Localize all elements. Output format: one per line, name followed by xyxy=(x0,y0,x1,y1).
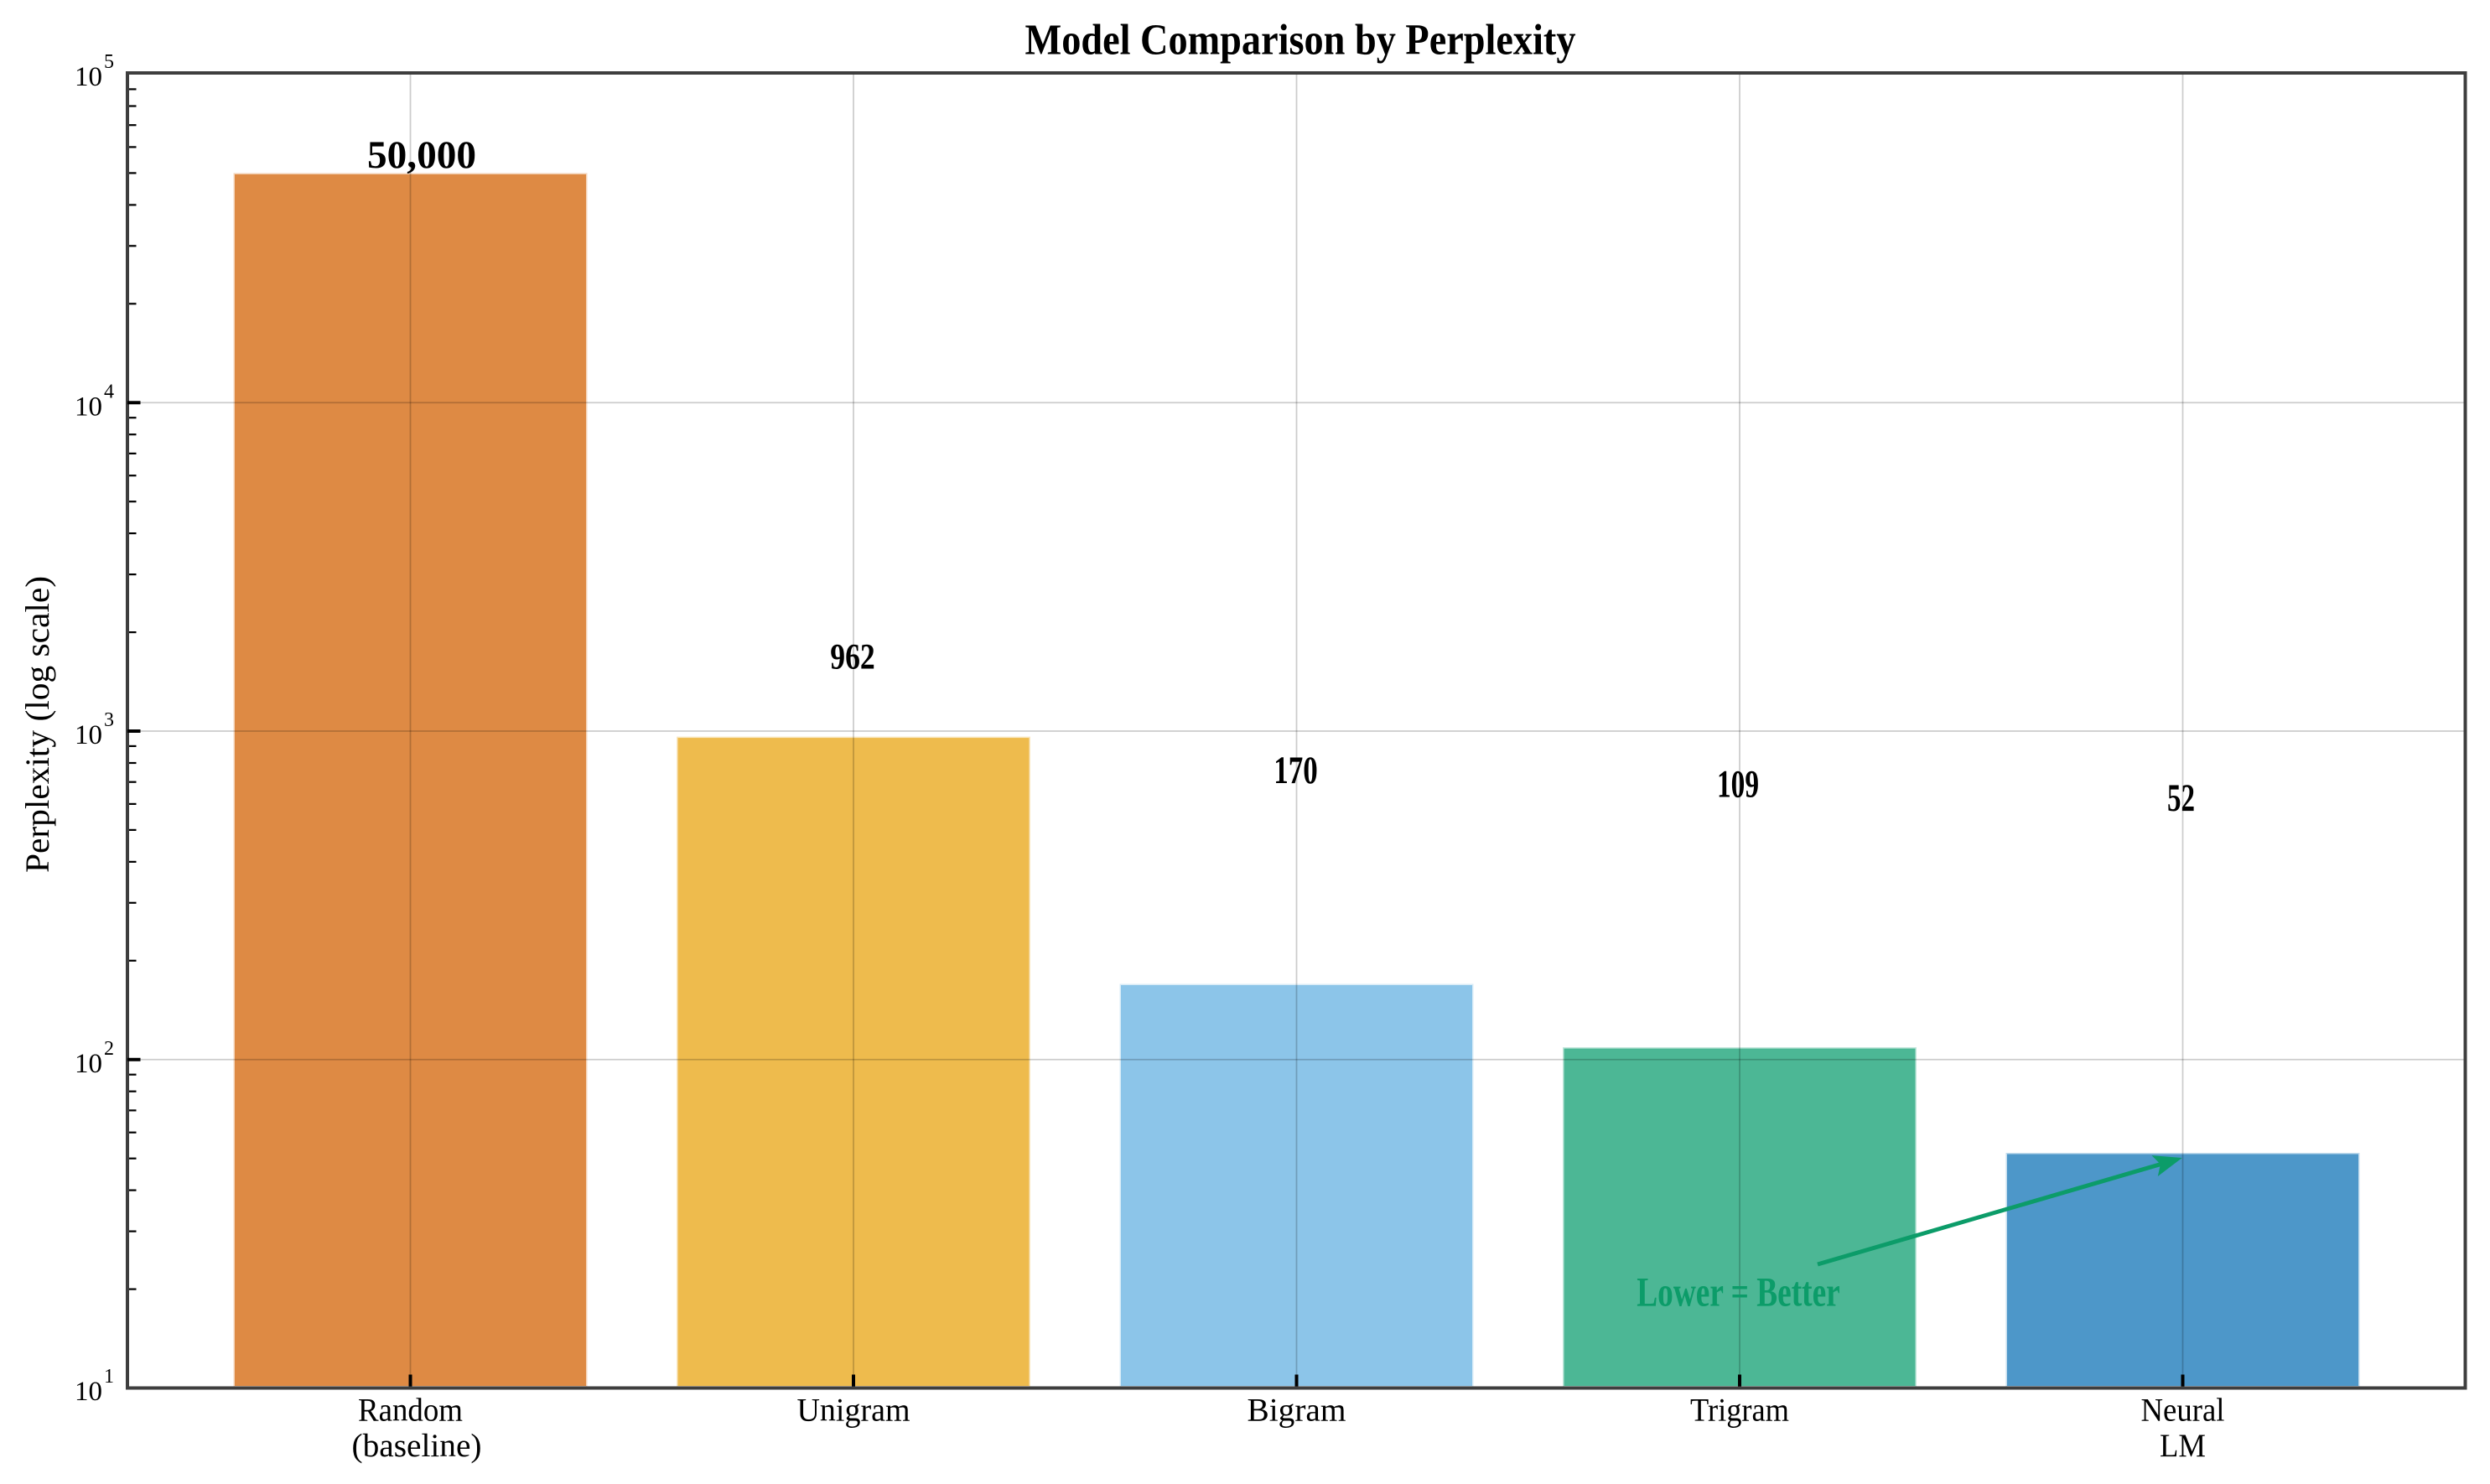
svg-text:5: 5 xyxy=(104,51,114,73)
svg-text:109: 109 xyxy=(1717,763,1759,807)
svg-text:10: 10 xyxy=(75,62,102,92)
svg-text:10: 10 xyxy=(75,392,102,422)
svg-text:170: 170 xyxy=(1274,749,1318,792)
svg-text:50,000: 50,000 xyxy=(367,133,476,177)
svg-text:2: 2 xyxy=(104,1038,114,1060)
svg-text:Lower = Better: Lower = Better xyxy=(1637,1269,1840,1315)
svg-text:Perplexity (log scale): Perplexity (log scale) xyxy=(18,576,56,873)
svg-text:Unigram: Unigram xyxy=(797,1392,910,1429)
svg-text:Random: Random xyxy=(358,1392,463,1429)
svg-text:LM: LM xyxy=(2160,1427,2206,1464)
svg-text:Bigram: Bigram xyxy=(1248,1392,1346,1429)
svg-text:10: 10 xyxy=(75,1377,102,1407)
svg-text:962: 962 xyxy=(830,638,875,677)
svg-text:10: 10 xyxy=(75,720,102,750)
svg-text:52: 52 xyxy=(2167,776,2195,820)
svg-text:1: 1 xyxy=(104,1366,114,1388)
svg-text:Model Comparison by Perplexity: Model Comparison by Perplexity xyxy=(1025,17,1576,65)
svg-text:4: 4 xyxy=(104,381,114,402)
svg-text:10: 10 xyxy=(75,1049,102,1079)
svg-text:Trigram: Trigram xyxy=(1690,1392,1789,1429)
svg-text:3: 3 xyxy=(104,709,114,731)
svg-text:Neural: Neural xyxy=(2141,1392,2225,1429)
svg-text:(baseline): (baseline) xyxy=(352,1427,482,1464)
